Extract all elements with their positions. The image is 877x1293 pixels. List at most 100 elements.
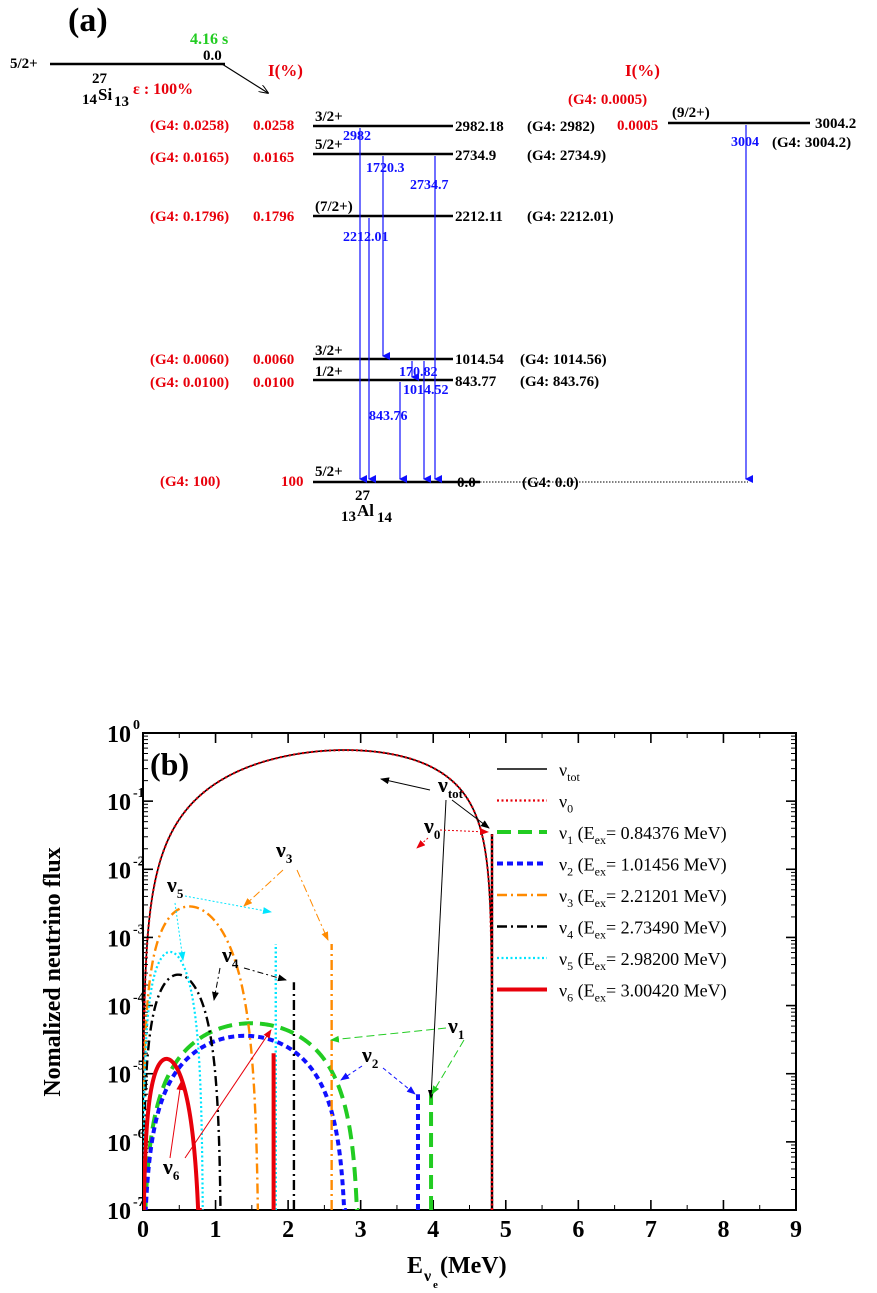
x-tick-label: 1 <box>210 1217 222 1243</box>
annotation-nu-1: ν1 <box>447 1013 464 1042</box>
g4-843: (G4: 843.76) <box>520 374 599 390</box>
legend-label-1: ν0 <box>559 792 573 816</box>
y-tick-label: 10 <box>107 790 131 816</box>
arrow-nu-5-1 <box>174 902 186 961</box>
parent-spin: 5/2+ <box>10 56 38 72</box>
x-tick-label: 4 <box>427 1217 439 1243</box>
x-axis-label: E ν e (MeV) <box>407 1253 507 1291</box>
daughter-z: 13 <box>341 509 356 525</box>
x-tick-label: 3 <box>355 1217 367 1243</box>
y-tick-label: 10 <box>107 1131 131 1157</box>
plot-frame <box>142 732 797 1211</box>
annotation-nu-2: ν2 <box>361 1042 378 1071</box>
y-tick-exponent: -2 <box>133 854 145 869</box>
gamma-label-2734: 2734.7 <box>410 178 449 193</box>
legend-label-6: ν5 (Eex= 2.98200 MeV) <box>559 949 727 973</box>
x-tick-label: 9 <box>790 1217 802 1243</box>
spin-2734: 5/2+ <box>315 137 343 153</box>
daughter-n: 14 <box>377 510 393 526</box>
y-tick-exponent: -6 <box>133 1127 145 1142</box>
intensity-g4-1014: (G4: 0.0060) <box>150 352 229 368</box>
arrow-nu-tot-3 <box>427 799 447 1099</box>
decay-scheme: (a) 5/2+ 4.16 s 0.0 27 14 Si 13 ε : 100%… <box>10 2 856 526</box>
intensity-header-left: I(%) <box>268 61 303 80</box>
x-tick-label: 6 <box>572 1217 584 1243</box>
y-tick-exponent: -1 <box>133 786 145 801</box>
parent-energy: 0.0 <box>203 48 222 64</box>
x-tick-label: 2 <box>282 1217 294 1243</box>
spin-843: 1/2+ <box>315 364 343 380</box>
series-curve-2 <box>143 1021 360 1210</box>
intensity-g4-843: (G4: 0.0100) <box>150 375 229 391</box>
parent-n: 13 <box>114 94 129 110</box>
spin-1014: 3/2+ <box>315 343 343 359</box>
daughter-mass: 27 <box>355 488 371 504</box>
parent-symbol: Si <box>98 85 112 104</box>
g4-2212: (G4: 2212.01) <box>527 209 614 225</box>
arrow-nu-6-1 <box>169 1081 184 1159</box>
intensity-header-right: I(%) <box>625 61 660 80</box>
arrow-nu-2-2 <box>382 1067 416 1095</box>
x-tick-label: 7 <box>645 1217 657 1243</box>
energy-ground: 0.0 <box>457 475 476 491</box>
x-tick-label: 5 <box>500 1217 512 1243</box>
arrow-nu-3-2 <box>296 869 329 941</box>
daughter-symbol: Al <box>357 501 374 520</box>
gamma-label-170: 170.82 <box>399 365 438 380</box>
intensity-2734: 0.0165 <box>253 150 294 166</box>
annotation-nu-3: ν3 <box>275 837 293 866</box>
legend-label-7: ν6 (Eex= 3.00420 MeV) <box>559 981 727 1005</box>
intensity-2982: 0.0258 <box>253 118 294 134</box>
energy-2734: 2734.9 <box>455 148 496 164</box>
legend-label-5: ν4 (Eex= 2.73490 MeV) <box>559 918 727 942</box>
g4-2734: (G4: 2734.9) <box>527 148 606 164</box>
parent-z: 14 <box>82 92 98 108</box>
x-axis-label-e: E <box>407 1253 423 1279</box>
y-tick-label: 10 <box>107 858 131 884</box>
legend-label-0: νtot <box>559 760 580 784</box>
arrow-nu-1-2 <box>431 1039 465 1095</box>
y-tick-exponent: -5 <box>133 1059 145 1074</box>
x-tick-label: 8 <box>717 1217 729 1243</box>
y-tick-label: 10 <box>107 926 131 952</box>
panel-a-label: (a) <box>68 2 108 39</box>
gamma-label-1720: 1720.3 <box>366 161 405 176</box>
annotation-nu-4: ν4 <box>221 942 239 971</box>
energy-1014: 1014.54 <box>455 352 504 368</box>
spin-ground: 5/2+ <box>315 464 343 480</box>
energy-2982: 2982.18 <box>455 119 504 135</box>
g4-1014: (G4: 1014.56) <box>520 352 607 368</box>
parent-halflife: 4.16 s <box>190 31 228 48</box>
spin-3004: (9/2+) <box>672 105 710 121</box>
intensity-g4-2212: (G4: 0.1796) <box>150 209 229 225</box>
series-curve-3 <box>143 1033 347 1210</box>
intensity-3004: 0.0005 <box>617 118 658 134</box>
y-tick-exponent: -7 <box>133 1195 145 1210</box>
y-axis-label: Nomalized neutrino flux <box>40 847 66 1096</box>
g4-3004: (G4: 3004.2) <box>772 135 851 151</box>
x-axis-label-nu: ν <box>423 1268 431 1285</box>
arrow-nu-tot-2 <box>451 799 490 829</box>
annotation-nu-tot: νtot <box>437 772 464 801</box>
intensity-ground: 100 <box>281 474 304 490</box>
arrow-nu-4-2 <box>243 967 287 982</box>
gamma-label-1014: 1014.52 <box>403 383 449 398</box>
y-tick-exponent: -4 <box>133 991 145 1006</box>
intensity-1014: 0.0060 <box>253 352 294 368</box>
series-group <box>143 748 494 1210</box>
arrow-nu-4-1 <box>212 967 221 1001</box>
y-tick-exponent: 0 <box>133 718 140 733</box>
legend-label-4: ν3 (Eex= 2.21201 MeV) <box>559 886 727 910</box>
annotation-nu-5: ν5 <box>166 872 184 901</box>
y-tick-label: 10 <box>107 1063 131 1089</box>
decay-mode: ε : 100% <box>133 81 193 98</box>
g4-ground: (G4: 0.0) <box>522 475 579 491</box>
arrow-nu-0-2 <box>439 828 489 836</box>
annotation-nu-0: ν0 <box>423 813 440 842</box>
y-tick-label: 10 <box>107 722 131 748</box>
arrow-nu-5-2 <box>184 895 272 914</box>
legend-label-3: ν2 (Eex= 1.01456 MeV) <box>559 855 727 879</box>
arrow-nu-1-1 <box>330 1027 447 1043</box>
series-curve-1 <box>143 748 494 1210</box>
